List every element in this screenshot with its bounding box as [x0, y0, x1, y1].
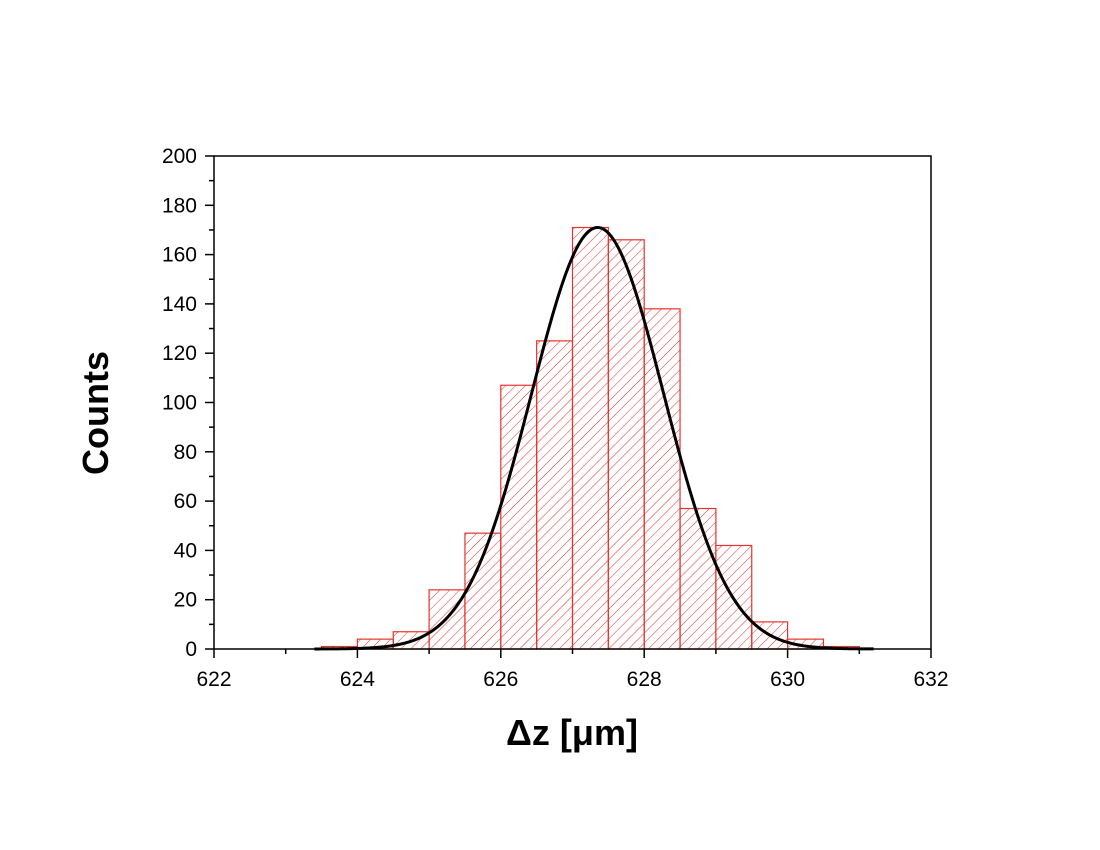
y-tick-label: 40 — [174, 539, 197, 562]
x-axis: 622 624 626 628 630 632 — [196, 649, 949, 691]
y-tick-label: 0 — [185, 638, 197, 661]
x-tick-label: 628 — [627, 668, 662, 691]
histogram-bar — [500, 384, 538, 650]
x-tick-label: 622 — [196, 668, 231, 691]
histogram-bar — [679, 507, 717, 650]
y-tick-label: 100 — [162, 392, 197, 415]
y-axis-title: Counts — [75, 351, 116, 475]
histogram-bar — [607, 239, 645, 650]
x-tick-label: 624 — [340, 668, 375, 691]
y-tick-label: 120 — [162, 342, 197, 365]
x-tick-label: 626 — [483, 668, 518, 691]
y-tick-label: 160 — [162, 244, 197, 267]
x-tick-label: 632 — [913, 668, 948, 691]
y-tick-label: 200 — [162, 145, 197, 168]
histogram-bars — [320, 226, 860, 650]
y-tick-label: 180 — [162, 194, 197, 217]
y-axis: 0 20 40 60 80 100 120 140 160 180 200 — [162, 145, 214, 661]
y-tick-label: 60 — [174, 490, 197, 513]
y-tick-label: 140 — [162, 293, 197, 316]
histogram-bar — [571, 226, 609, 650]
y-tick-label: 20 — [174, 589, 197, 612]
histogram-bar — [464, 532, 502, 650]
gaussian-fit-curve — [314, 225, 874, 651]
histogram-bar — [536, 340, 574, 650]
x-tick-label: 630 — [770, 668, 805, 691]
x-axis-title: Δz [μm] — [506, 712, 638, 753]
y-tick-label: 80 — [174, 441, 197, 464]
histogram-bar — [643, 308, 681, 650]
